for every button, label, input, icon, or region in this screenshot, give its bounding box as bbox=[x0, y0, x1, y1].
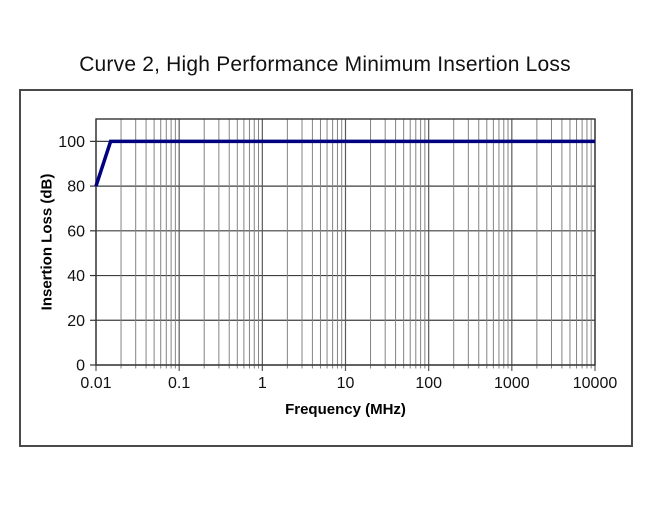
x-tick-label: 0.01 bbox=[80, 375, 111, 392]
insertion-loss-curve bbox=[94, 139, 595, 187]
y-tick-label: 40 bbox=[67, 268, 85, 285]
y-tick-label: 80 bbox=[67, 179, 85, 196]
chart-title: Curve 2, High Performance Minimum Insert… bbox=[79, 53, 571, 76]
y-tick-label: 100 bbox=[58, 134, 85, 151]
y-axis-title: Insertion Loss (dB) bbox=[38, 173, 56, 311]
y-tick-label: 60 bbox=[67, 223, 85, 240]
x-tick-label: 0.1 bbox=[168, 375, 190, 392]
x-tick-label: 10000 bbox=[573, 375, 618, 392]
x-tick-label: 1 bbox=[258, 375, 267, 392]
x-axis-title: Frequency (MHz) bbox=[285, 401, 406, 418]
plot-border bbox=[95, 118, 596, 366]
chart-frame: 0 20 40 60 80 100 0.01 0.1 1 10 100 1000 10000 Inser… bbox=[19, 89, 633, 447]
y-tick-label: 20 bbox=[67, 313, 85, 330]
x-tick-label: 100 bbox=[415, 375, 442, 392]
x-tick-label: 1000 bbox=[494, 375, 530, 392]
x-tick-label: 10 bbox=[337, 375, 355, 392]
y-tick-label: 0 bbox=[76, 358, 85, 375]
plot-area: 0 20 40 60 80 100 0.01 0.1 1 10 100 1000 10000 bbox=[58, 118, 618, 392]
